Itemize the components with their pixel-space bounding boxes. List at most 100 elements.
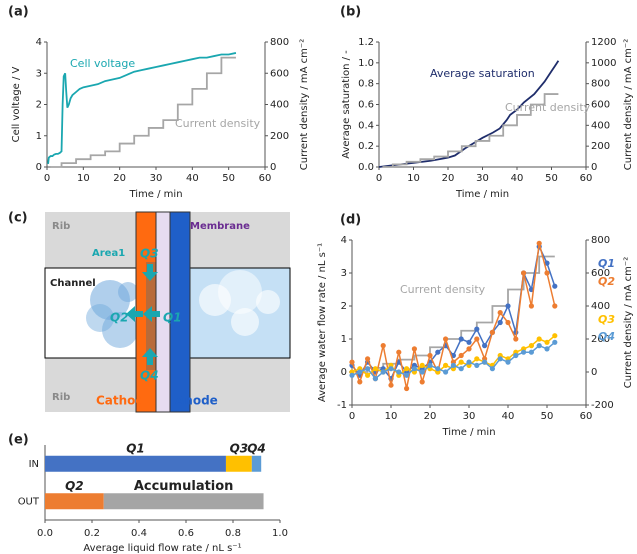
marker [443,362,449,368]
y2-tick-label: -200 [591,400,614,411]
x-tick-label: 0.0 [37,528,53,539]
y2-tick-label: 800 [270,37,289,48]
y-axis-label: Average saturation / - [341,50,352,159]
x-tick-label: 40 [502,411,515,422]
panel-label: (a) [8,5,29,20]
y2-tick-label: 200 [270,131,289,142]
marker [443,336,449,342]
x-tick-label: 1.0 [272,528,288,539]
marker [536,343,542,349]
rib-label: Rib [52,221,70,232]
marker [489,366,495,372]
y2-tick-label: 1200 [591,37,616,48]
marker [458,359,464,365]
series-line [378,60,560,168]
marker [505,359,511,365]
marker [497,356,503,362]
series-label: Cell voltage [70,57,135,70]
marker [544,346,550,352]
series-label: Q1 [598,257,615,270]
y-tick-label: 1.0 [358,58,374,69]
marker [474,326,480,332]
y2-tick-label: 400 [591,301,610,312]
y2-tick-label: 600 [270,68,289,79]
marker [552,283,558,289]
membrane-label: Membrane [190,221,250,232]
x-tick-label: 0 [376,173,382,184]
marker [497,310,503,316]
y-tick-label: 0.6 [358,100,374,111]
marker [513,352,519,359]
marker [505,303,511,309]
marker [466,359,472,365]
marker [388,366,394,372]
arrow [142,348,158,365]
bubble [256,290,280,314]
x-tick-label: 0.2 [84,528,100,539]
x-tick-label: 30 [150,173,163,184]
y2-axis-label: Current density / mA cm⁻² [623,39,634,170]
marker [365,356,371,362]
axis-frame [351,240,587,406]
marker [544,260,550,266]
marker [380,343,386,349]
marker [411,346,417,352]
x-tick-label: 10 [407,173,420,184]
marker [482,359,488,365]
x-tick-label: 50 [545,173,558,184]
series-label: Current density [400,283,486,296]
series-label: Q1 [126,441,145,455]
y2-tick-label: 0 [270,162,276,173]
marker [396,349,402,355]
y-axis-label: Cell voltage / V [11,66,22,142]
bar-segment [45,455,226,472]
marker [357,369,363,375]
y-axis-label: Average water flow rate / nL s⁻¹ [317,243,328,402]
marker [419,369,425,375]
marker [458,352,464,359]
marker [388,382,394,388]
x-tick-label: 10 [385,411,398,422]
marker [466,339,472,345]
y2-tick-label: 0 [591,367,597,378]
arrow [143,306,160,322]
x-tick-label: 50 [222,173,235,184]
series-label: Q4 [598,330,615,343]
diagram: (c) Rib Membrane Area1 Channel Q3 Q1 Q2 … [8,211,291,413]
marker [419,362,425,368]
marker [552,339,558,345]
y2-tick-label: 800 [591,79,610,90]
marker [435,366,441,372]
series-line [351,244,556,381]
marker [365,366,371,372]
arrows [126,264,160,365]
series-line [47,52,237,164]
series-label: Q2 [65,479,84,493]
channel-label: Channel [50,278,96,289]
marker [357,379,363,385]
y-tick-label: 2 [36,100,42,111]
panel-label: (d) [340,213,361,228]
droplet [102,312,138,348]
x-axis-label: Time / min [128,189,182,200]
marker [427,362,433,368]
marker [372,366,378,372]
x-tick-label: 30 [463,411,476,422]
series-label: Q3 [598,313,615,326]
y2-tick-label: 1000 [591,58,616,69]
arrow [126,306,143,322]
bar-segment [251,455,262,472]
cathode-label: Cathode [96,394,152,408]
arrow [142,264,158,281]
x-tick-label: 30 [476,173,489,184]
x-tick-label: 0.4 [131,528,147,539]
x-tick-label: 0.8 [225,528,241,539]
series-label: Current density [505,101,591,114]
x-axis-label: Average liquid flow rate / nL s⁻¹ [83,543,241,554]
marker [489,329,495,335]
marker [474,336,480,342]
panel-label: (b) [340,5,361,20]
y-tick-label: IN [29,459,39,470]
droplet [118,282,138,302]
y-tick-label: 1 [341,334,347,345]
